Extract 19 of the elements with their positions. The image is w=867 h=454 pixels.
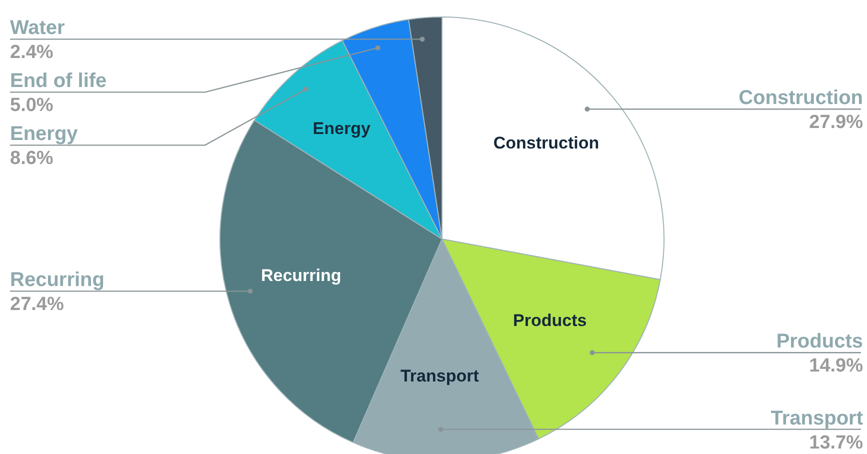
slice-label: Energy [312, 119, 371, 138]
data-label: 2.4% [10, 42, 54, 64]
slice-label: Transport [400, 366, 480, 386]
slice-label: End of life [10, 70, 107, 92]
slice-label: Recurring [261, 266, 342, 286]
slice-label: Construction [738, 87, 863, 110]
slice-label: Recurring [10, 269, 104, 292]
data-label: 5.0% [10, 95, 54, 116]
slice-label: Water [10, 17, 66, 40]
data-label: 8.6% [10, 148, 54, 170]
slice-label: Energy [10, 123, 79, 146]
data-label: 27.4% [10, 294, 64, 316]
slice-label: Transport [770, 407, 864, 430]
data-label: 27.9% [809, 112, 864, 134]
slice-label: Products [513, 310, 587, 330]
data-label: 13.7% [809, 432, 864, 454]
data-label: 14.9% [809, 356, 864, 377]
slice-label: Products [776, 330, 863, 353]
slice-label: Construction [493, 134, 600, 153]
